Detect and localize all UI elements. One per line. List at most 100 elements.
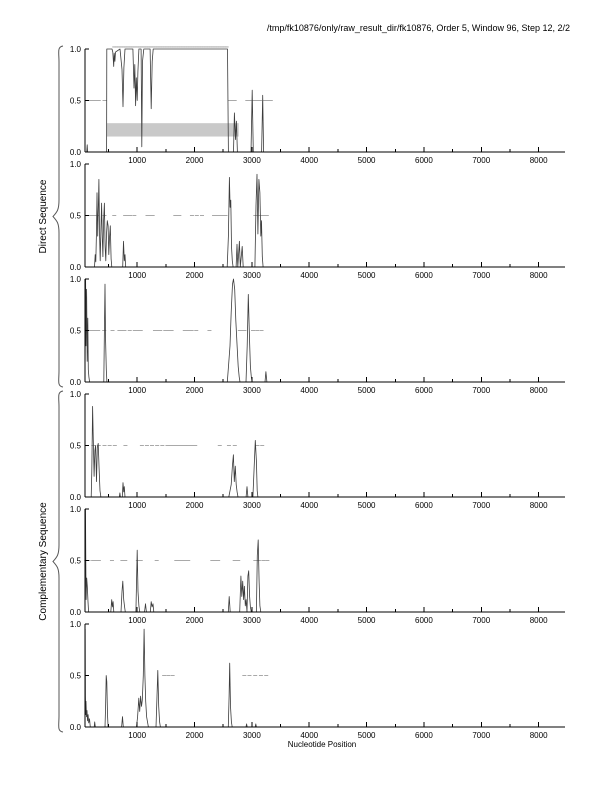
marker-dash: [172, 445, 177, 446]
marker-dash-top: [128, 46, 133, 48]
marker-dash: [261, 560, 266, 561]
x-tick-label: 8000: [530, 501, 548, 510]
marker-dash-top: [162, 46, 167, 48]
marker-dash: [182, 445, 187, 446]
marker-dash-top: [208, 46, 213, 48]
y-tick-label: 0.0: [70, 148, 82, 157]
marker-dash: [112, 445, 117, 446]
marker-dash: [169, 445, 174, 446]
marker-dash: [122, 330, 127, 331]
marker-dash: [138, 560, 143, 561]
marker-dash: [169, 330, 174, 331]
marker-dash-top: [201, 46, 206, 48]
y-tick-label: 0.5: [70, 672, 82, 681]
marker-dash: [213, 560, 218, 561]
x-tick-label: 3000: [243, 616, 261, 625]
x-tick-label: 3000: [243, 386, 261, 395]
marker-dash-top: [213, 46, 218, 48]
marker-dash: [150, 215, 155, 216]
marker-dash-top: [169, 46, 174, 48]
marker-dash: [255, 330, 260, 331]
x-tick-label: 5000: [358, 731, 376, 740]
marker-dash: [242, 330, 247, 331]
marker-dash-top: [123, 46, 128, 48]
x-tick-label: 7000: [472, 156, 490, 165]
marker-dash: [120, 560, 125, 561]
probability-trace: [85, 405, 564, 498]
x-tick-label: 5000: [358, 271, 376, 280]
marker-dash: [255, 100, 260, 101]
marker-dash-top: [194, 46, 199, 48]
x-tick-label: 6000: [415, 731, 433, 740]
x-tick-label: 6000: [415, 501, 433, 510]
marker-dash: [165, 445, 170, 446]
marker-dash: [247, 675, 252, 676]
y-tick-label: 0.0: [70, 723, 82, 732]
y-tick-label: 1.0: [70, 275, 82, 284]
marker-dash-top: [215, 46, 220, 48]
x-tick-label: 2000: [186, 501, 204, 510]
marker-dash: [107, 445, 112, 446]
marker-dash-top: [222, 46, 227, 48]
x-tick-label: 5000: [358, 616, 376, 625]
marker-dash: [135, 330, 140, 331]
marker-dash: [102, 100, 107, 101]
marker-dash: [268, 100, 273, 101]
marker-dash: [166, 675, 171, 676]
marker-dash: [155, 330, 160, 331]
marker-dash: [261, 215, 266, 216]
subplot-3: 0.0 0.5 1.0 1000 2000 3000 4000 5000 6000 7000 800…: [70, 275, 565, 395]
marker-dash: [174, 560, 179, 561]
marker-dash: [189, 330, 194, 331]
marker-dash-top: [137, 46, 142, 48]
marker-dash: [89, 330, 94, 331]
marker-dash-top: [197, 46, 202, 48]
marker-dash: [263, 100, 268, 101]
marker-dash: [179, 445, 184, 446]
marker-dash: [193, 445, 198, 446]
marker-dash: [240, 330, 245, 331]
marker-dash: [212, 215, 217, 216]
y-tick-label: 1.0: [70, 505, 82, 514]
complementary-sequence-label: Complementary Sequence: [38, 502, 49, 621]
marker-dash-top: [220, 46, 225, 48]
marker-dash: [182, 330, 187, 331]
marker-dash-top: [130, 46, 135, 48]
x-tick-label: 4000: [300, 156, 318, 165]
marker-dash: [232, 560, 237, 561]
marker-dash: [199, 215, 204, 216]
x-tick-label: 5000: [358, 156, 376, 165]
marker-dash-top: [114, 46, 119, 48]
marker-dash: [214, 215, 219, 216]
marker-dash-top: [204, 46, 209, 48]
x-tick-label: 8000: [530, 156, 548, 165]
marker-dash: [144, 445, 149, 446]
subplot-6: 0.0 0.5 1.0 1000 2000 3000 4000 5000 6000 7000 800…: [70, 620, 565, 740]
marker-dash: [92, 215, 97, 216]
x-tick-label: 2000: [186, 731, 204, 740]
x-tick-label: 3000: [243, 271, 261, 280]
marker-dash-top: [121, 46, 126, 48]
x-tick-label: 2000: [186, 271, 204, 280]
marker-dash: [179, 560, 184, 561]
marker-dash-top: [116, 46, 121, 48]
marker-dash: [230, 100, 235, 101]
x-tick-label: 1000: [128, 271, 146, 280]
y-tick-label: 1.0: [70, 390, 82, 399]
x-tick-label: 8000: [530, 386, 548, 395]
marker-dash: [245, 100, 250, 101]
marker-dash: [220, 215, 225, 216]
x-tick-label: 7000: [472, 386, 490, 395]
marker-dash: [265, 560, 270, 561]
marker-dash-top: [187, 46, 192, 48]
marker-dash-top: [119, 46, 124, 48]
subplot-1: 0.0 0.5 1.0 1000 2000 3000 4000 5000 6000 7000 800…: [70, 45, 565, 165]
marker-dash: [228, 100, 233, 101]
marker-dash: [236, 560, 241, 561]
marker-dash: [88, 100, 93, 101]
y-tick-label: 1.0: [70, 620, 82, 629]
x-tick-label: 5000: [358, 386, 376, 395]
marker-dash: [119, 330, 124, 331]
x-axis-title: Nucleotide Position: [288, 740, 356, 749]
